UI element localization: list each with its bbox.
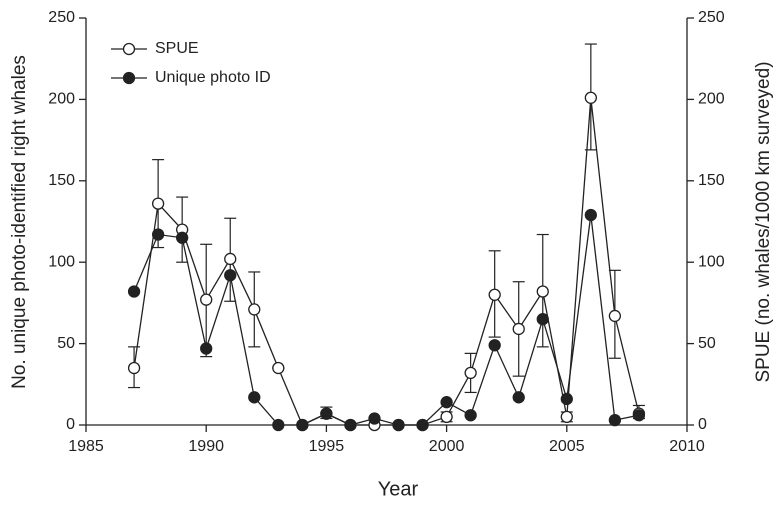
data-point <box>392 418 405 432</box>
data-point <box>200 293 213 306</box>
y-tick-label: 250 <box>48 9 75 26</box>
data-point <box>512 322 525 336</box>
data-point <box>200 342 213 355</box>
data-point <box>151 228 165 241</box>
data-point <box>464 366 477 380</box>
y2-tick-label: 0 <box>698 416 707 433</box>
data-point <box>608 413 622 427</box>
data-point <box>632 409 646 422</box>
data-point <box>440 396 453 409</box>
legend-label: Unique photo ID <box>155 69 271 86</box>
legend-marker <box>122 42 136 56</box>
series-line <box>133 214 640 426</box>
data-point <box>488 339 501 352</box>
data-point <box>127 361 141 375</box>
data-point <box>296 418 309 432</box>
y2-tick-label: 250 <box>698 9 725 26</box>
y-axis-label: No. unique photo-identified right whales <box>9 55 30 389</box>
y-tick-label: 0 <box>66 416 75 433</box>
y2-tick-label: 50 <box>698 335 716 352</box>
data-point <box>584 208 597 222</box>
y-tick-label: 100 <box>48 253 75 270</box>
data-point <box>248 303 261 316</box>
y2-axis-label: SPUE (no. whales/1000 km surveyed) <box>753 61 774 382</box>
data-point <box>224 252 237 266</box>
x-tick-label: 2000 <box>429 438 465 455</box>
y-tick-label: 50 <box>57 335 75 352</box>
data-point <box>488 288 501 301</box>
data-point <box>560 410 573 424</box>
legend-marker <box>122 71 136 85</box>
y2-tick-label: 200 <box>698 91 725 108</box>
y2-tick-label: 100 <box>698 253 725 270</box>
data-point <box>584 91 597 104</box>
data-point <box>320 407 333 420</box>
x-tick-label: 2005 <box>549 438 585 455</box>
series-line <box>133 97 640 426</box>
y-tick-label: 150 <box>48 172 75 189</box>
x-tick-label: 1995 <box>309 438 345 455</box>
y2-tick-label: 150 <box>698 172 725 189</box>
data-point <box>224 269 237 282</box>
data-point <box>368 412 381 425</box>
data-point <box>464 409 477 422</box>
data-point <box>344 418 357 432</box>
data-point <box>512 391 525 404</box>
data-point <box>440 410 453 424</box>
x-tick-label: 1985 <box>68 438 104 455</box>
data-point <box>248 391 261 404</box>
x-tick-label: 1990 <box>188 438 224 455</box>
legend-label: SPUE <box>155 40 199 57</box>
x-tick-label: 2010 <box>669 438 705 455</box>
data-point <box>536 313 549 326</box>
data-point <box>560 392 573 406</box>
x-axis-label: Year <box>378 478 419 500</box>
data-point <box>176 231 189 244</box>
data-point <box>127 285 141 298</box>
data-point <box>608 309 622 323</box>
data-point <box>536 285 549 298</box>
y-tick-label: 200 <box>48 91 75 108</box>
data-point <box>272 418 285 432</box>
data-point <box>416 418 429 432</box>
data-point <box>151 197 165 210</box>
data-point <box>272 361 285 375</box>
